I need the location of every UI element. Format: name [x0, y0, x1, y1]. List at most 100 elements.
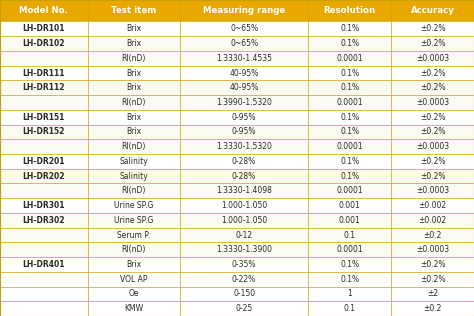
Bar — [0, 154, 88, 169]
Text: LH-DR401: LH-DR401 — [23, 260, 65, 269]
Bar — [0, 125, 88, 139]
Bar — [391, 21, 474, 36]
Bar — [180, 80, 308, 95]
Bar — [0, 198, 88, 213]
Text: ±0.2%: ±0.2% — [420, 113, 445, 122]
Text: 0.1%: 0.1% — [340, 260, 359, 269]
Text: 0.001: 0.001 — [339, 201, 360, 210]
Bar — [180, 66, 308, 80]
Text: 40-95%: 40-95% — [229, 83, 259, 92]
Bar — [391, 125, 474, 139]
Bar — [88, 21, 180, 36]
Text: 0-28%: 0-28% — [232, 172, 256, 181]
Bar — [180, 228, 308, 242]
Text: LH-DR202: LH-DR202 — [23, 172, 65, 181]
Bar — [308, 169, 391, 184]
Text: 0.1%: 0.1% — [340, 157, 359, 166]
Bar — [180, 110, 308, 125]
Text: 1.000-1.050: 1.000-1.050 — [221, 216, 267, 225]
Bar — [88, 51, 180, 66]
Bar — [180, 301, 308, 316]
Text: ±0.0003: ±0.0003 — [416, 54, 449, 63]
Text: 0~65%: 0~65% — [230, 39, 258, 48]
Text: 0.1%: 0.1% — [340, 127, 359, 137]
Bar — [0, 287, 88, 301]
Text: 0.1%: 0.1% — [340, 69, 359, 77]
Bar — [0, 110, 88, 125]
Bar — [308, 213, 391, 228]
Bar — [88, 36, 180, 51]
Bar — [88, 154, 180, 169]
Bar — [308, 36, 391, 51]
Bar — [180, 184, 308, 198]
Text: 0.1%: 0.1% — [340, 275, 359, 284]
Bar — [0, 213, 88, 228]
Bar — [391, 0, 474, 21]
Bar — [0, 228, 88, 242]
Text: Salinity: Salinity — [119, 157, 148, 166]
Text: LH-DR302: LH-DR302 — [23, 216, 65, 225]
Bar — [308, 198, 391, 213]
Bar — [180, 242, 308, 257]
Bar — [391, 257, 474, 272]
Bar — [88, 272, 180, 287]
Text: Resolution: Resolution — [324, 6, 375, 15]
Text: RI(nD): RI(nD) — [122, 245, 146, 254]
Bar — [391, 228, 474, 242]
Text: Brix: Brix — [127, 69, 141, 77]
Text: RI(nD): RI(nD) — [122, 54, 146, 63]
Bar — [88, 287, 180, 301]
Text: 0~65%: 0~65% — [230, 24, 258, 33]
Text: LH-DR102: LH-DR102 — [23, 39, 65, 48]
Bar — [0, 301, 88, 316]
Bar — [0, 272, 88, 287]
Text: Brix: Brix — [127, 83, 141, 92]
Bar — [308, 51, 391, 66]
Bar — [391, 66, 474, 80]
Text: 0.1%: 0.1% — [340, 172, 359, 181]
Bar — [88, 228, 180, 242]
Text: ±0.2%: ±0.2% — [420, 172, 445, 181]
Bar — [180, 272, 308, 287]
Bar — [180, 257, 308, 272]
Text: 1: 1 — [347, 289, 352, 298]
Bar — [180, 0, 308, 21]
Text: Brix: Brix — [127, 113, 141, 122]
Text: ±0.002: ±0.002 — [419, 216, 447, 225]
Text: 0-95%: 0-95% — [232, 113, 256, 122]
Bar — [391, 51, 474, 66]
Bar — [391, 198, 474, 213]
Bar — [308, 272, 391, 287]
Text: 0.0001: 0.0001 — [336, 245, 363, 254]
Bar — [88, 80, 180, 95]
Bar — [88, 110, 180, 125]
Text: 0-25: 0-25 — [236, 304, 253, 313]
Text: ±0.2: ±0.2 — [423, 230, 442, 240]
Text: LH-DR301: LH-DR301 — [23, 201, 65, 210]
Bar — [0, 66, 88, 80]
Bar — [308, 125, 391, 139]
Text: 0-150: 0-150 — [233, 289, 255, 298]
Text: ±0.2%: ±0.2% — [420, 275, 445, 284]
Text: Test item: Test item — [111, 6, 156, 15]
Bar — [180, 95, 308, 110]
Text: ±0.002: ±0.002 — [419, 201, 447, 210]
Text: 0.1%: 0.1% — [340, 83, 359, 92]
Text: 0.0001: 0.0001 — [336, 142, 363, 151]
Text: 1.000-1.050: 1.000-1.050 — [221, 201, 267, 210]
Text: Serum P.: Serum P. — [118, 230, 150, 240]
Bar — [308, 66, 391, 80]
Text: ±0.2%: ±0.2% — [420, 24, 445, 33]
Text: RI(nD): RI(nD) — [122, 142, 146, 151]
Text: Brix: Brix — [127, 39, 141, 48]
Bar — [0, 242, 88, 257]
Bar — [0, 184, 88, 198]
Bar — [391, 287, 474, 301]
Text: Model No.: Model No. — [19, 6, 68, 15]
Bar — [88, 213, 180, 228]
Bar — [0, 139, 88, 154]
Bar — [180, 169, 308, 184]
Bar — [0, 21, 88, 36]
Text: 40-95%: 40-95% — [229, 69, 259, 77]
Bar — [0, 36, 88, 51]
